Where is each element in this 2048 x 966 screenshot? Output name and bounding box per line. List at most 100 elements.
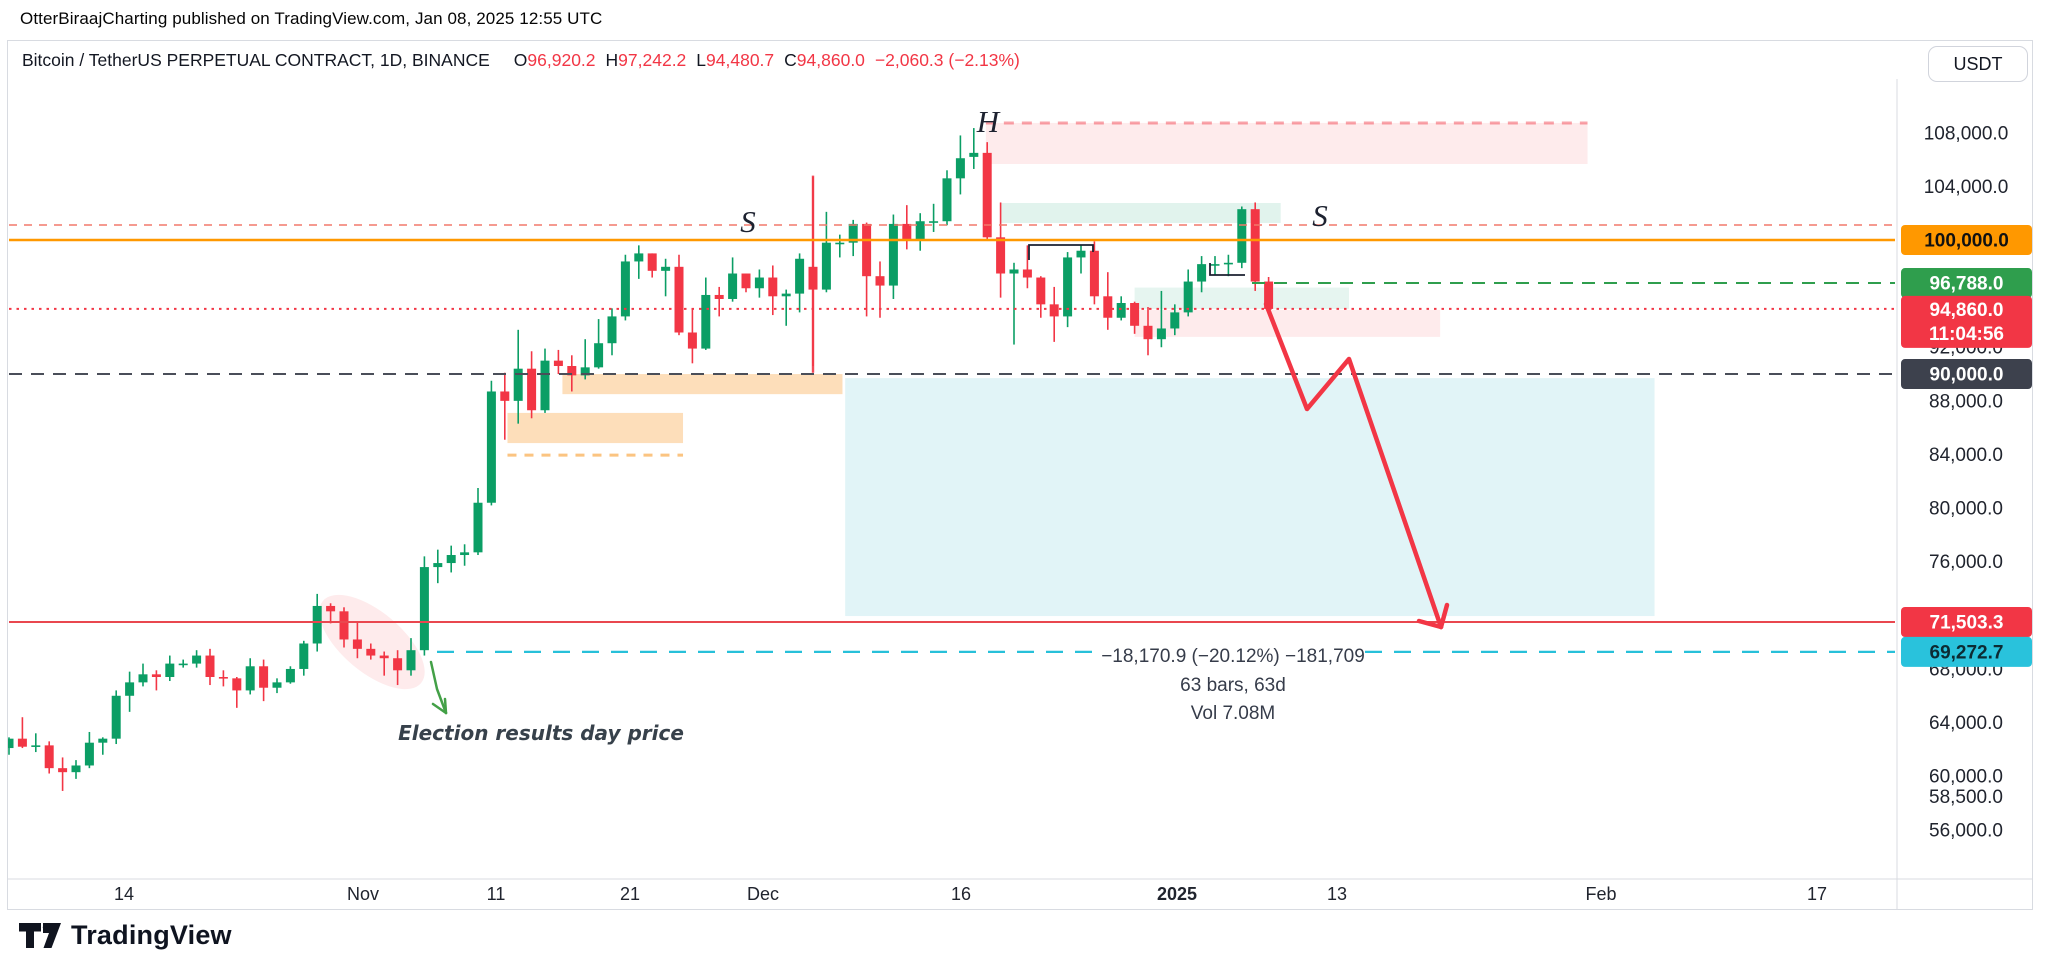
projection-arrow[interactable]: [1263, 301, 1450, 630]
candle-nov-10: [473, 502, 483, 553]
time-tick-16: 16: [951, 884, 971, 904]
candle-nov-17: [567, 366, 577, 376]
candle-oct-23: [232, 678, 242, 691]
candle-dec-26: [1089, 250, 1099, 297]
price-tick-60: 60,000.0: [1929, 767, 2003, 788]
symbol-title: Bitcoin / TetherUS PERPETUAL CONTRACT, 1…: [22, 49, 490, 70]
candle-oct-28: [299, 643, 309, 669]
time-axis[interactable]: 14 Nov 11 21 Dec 16 2025 13 Feb 17: [114, 884, 1827, 904]
candle-jan-6: [1237, 209, 1247, 263]
last-price-countdown: 11:04:56: [1929, 324, 2004, 345]
price-badge-level-100k: 100,000.0: [1901, 225, 2032, 255]
election-dump-ellipse[interactable]: [304, 578, 441, 706]
candle-oct-18: [165, 663, 175, 678]
candle-dec-9: [862, 223, 872, 277]
time-tick-17: 17: [1807, 884, 1827, 904]
candle-dec-30: [1143, 325, 1153, 340]
time-tick-13: 13: [1327, 884, 1347, 904]
label-head[interactable]: H: [976, 104, 1001, 139]
price-tick-80: 80,000.0: [1929, 499, 2003, 520]
publish-byline: OtterBiraajCharting published on Trading…: [20, 9, 603, 28]
label-shoulder-right[interactable]: S: [1312, 198, 1328, 233]
candle-dec-18: [982, 152, 992, 238]
price-badge-level-90k: 90,000.0: [1901, 359, 2032, 390]
last-price-label: 94,860.0: [1930, 300, 2004, 321]
candle-nov-7: [433, 563, 443, 568]
time-tick-14: 14: [114, 884, 134, 904]
price-tick-58.5: 58,500.0: [1929, 787, 2003, 808]
supply-zone-ath[interactable]: [985, 122, 1588, 164]
price-tick-64: 64,000.0: [1929, 713, 2003, 734]
price-chart[interactable]: H S S −18,170.9 (−20.12%) −181,709 63 bars, …: [8, 79, 2032, 909]
demand-zone-85-87[interactable]: [507, 412, 684, 444]
candle-dec-31: [1156, 328, 1166, 340]
candle-nov-9: [460, 552, 470, 556]
candle-nov-15: [540, 360, 550, 411]
level-100k-label: 100,000.0: [1924, 231, 2009, 252]
measure-bars[interactable]: 63 bars, 63d: [1180, 675, 1286, 696]
candle-nov-30: [741, 273, 751, 289]
price-tick-88: 88,000.0: [1929, 391, 2003, 412]
candle-oct-24: [245, 666, 255, 691]
candle-nov-11: [486, 391, 496, 503]
tradingview-logo-icon: [19, 923, 61, 948]
projection-arrow-head: [1438, 602, 1450, 630]
candle-nov-22: [634, 253, 644, 262]
bracket-2[interactable]: [1209, 263, 1245, 276]
candle-oct-21: [205, 655, 215, 678]
tradingview-branding[interactable]: TradingView: [18, 920, 232, 951]
time-tick-dec: Dec: [747, 884, 779, 904]
level-90k-label: 90,000.0: [1930, 365, 2004, 386]
candle-oct-22: [218, 677, 228, 679]
candle-nov-19: [594, 343, 604, 368]
election-note[interactable]: Election results day price: [398, 721, 684, 745]
high-value: 97,242.2: [618, 49, 687, 70]
measure-change[interactable]: −18,170.9 (−20.12%) −181,709: [1101, 646, 1365, 667]
candle-jan-7: [1250, 209, 1260, 282]
election-arrow-head: [431, 702, 448, 715]
candle-oct-13: [98, 738, 108, 743]
candle-oct-25: [259, 666, 269, 688]
bracket-1[interactable]: [1028, 244, 1094, 260]
candle-dec-11: [888, 223, 898, 286]
price-tick-76: 76,000.0: [1929, 552, 2003, 573]
target-zone-cyan[interactable]: [845, 378, 1655, 617]
candle-dec-17: [969, 152, 979, 157]
candle-dec-22: [1036, 277, 1046, 305]
candle-jan-2: [1183, 281, 1193, 313]
time-tick-21: 21: [620, 884, 640, 904]
candle-dec-29: [1130, 303, 1140, 326]
supply-zone-93-95[interactable]: [1134, 309, 1441, 337]
candle-oct-27: [285, 668, 295, 683]
currency-toggle-button[interactable]: USDT: [1928, 46, 2028, 82]
low-value: 94,480.7: [706, 49, 775, 70]
candle-dec-20: [1009, 269, 1019, 274]
price-badge-level-96788: 96,788.0: [1901, 268, 2032, 299]
supply-zone-101-103[interactable]: [1000, 203, 1281, 223]
candle-oct-15: [125, 682, 135, 696]
demand-zone-88-90[interactable]: [562, 374, 843, 395]
candle-nov-28: [714, 294, 724, 299]
election-arrow-head: [443, 697, 448, 715]
candle-nov-20: [607, 316, 617, 344]
level-71503-label: 71,503.3: [1930, 612, 2004, 633]
price-axis[interactable]: 108,000.0104,000.092,000.088,000.084,000…: [1901, 123, 2032, 841]
candle-nov-23: [647, 253, 657, 271]
time-tick-feb: Feb: [1585, 884, 1616, 904]
election-arrow-line: [429, 660, 448, 715]
candle-jan-5: [1223, 262, 1233, 265]
demand-zone-95-96[interactable]: [1134, 287, 1349, 309]
chart-panel: Bitcoin / TetherUS PERPETUAL CONTRACT, 1…: [7, 40, 2033, 910]
price-badge-level-71503: 71,503.3: [1901, 606, 2032, 637]
candle-oct-16: [138, 674, 148, 683]
close-value: 94,860.0: [796, 49, 865, 70]
candle-dec-27: [1103, 296, 1113, 318]
symbol-legend[interactable]: Bitcoin / TetherUS PERPETUAL CONTRACT, 1…: [8, 41, 2032, 79]
candle-nov-12: [500, 391, 510, 401]
label-shoulder-left[interactable]: S: [740, 204, 756, 239]
price-tick-104: 104,000.0: [1924, 177, 2009, 198]
measure-volume[interactable]: Vol 7.08M: [1191, 703, 1276, 724]
election-arrow[interactable]: [429, 660, 448, 715]
candle-oct-29: [312, 605, 322, 644]
candle-dec-5: [808, 266, 818, 290]
